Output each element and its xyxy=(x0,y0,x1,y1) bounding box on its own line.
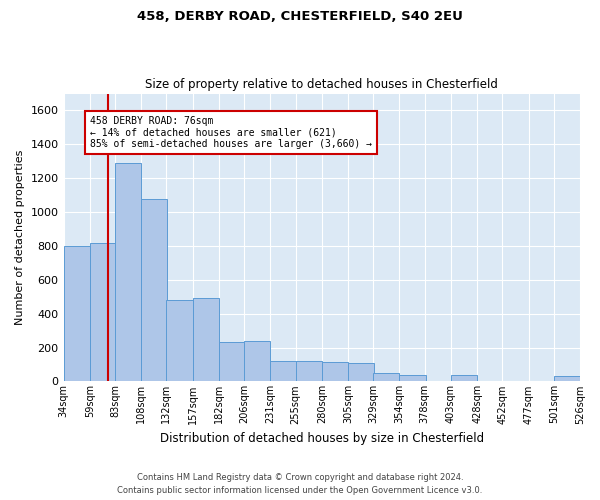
Bar xyxy=(90,242,116,382)
Title: Size of property relative to detached houses in Chesterfield: Size of property relative to detached ho… xyxy=(145,78,498,91)
Bar xyxy=(141,198,167,382)
Bar xyxy=(219,342,245,382)
Bar xyxy=(400,376,425,382)
Text: 458 DERBY ROAD: 76sqm
← 14% of detached houses are smaller (621)
85% of semi-det: 458 DERBY ROAD: 76sqm ← 14% of detached … xyxy=(90,116,372,149)
Bar xyxy=(451,376,477,382)
X-axis label: Distribution of detached houses by size in Chesterfield: Distribution of detached houses by size … xyxy=(160,432,484,445)
Bar xyxy=(348,363,374,382)
Bar xyxy=(193,298,219,382)
Bar xyxy=(296,361,322,382)
Bar xyxy=(554,376,580,382)
Bar xyxy=(244,341,271,382)
Bar xyxy=(115,163,141,382)
Bar xyxy=(322,362,348,382)
Bar xyxy=(373,373,400,382)
Text: Contains HM Land Registry data © Crown copyright and database right 2024.
Contai: Contains HM Land Registry data © Crown c… xyxy=(118,474,482,495)
Bar xyxy=(166,300,193,382)
Bar xyxy=(64,246,90,382)
Bar xyxy=(271,361,296,382)
Text: 458, DERBY ROAD, CHESTERFIELD, S40 2EU: 458, DERBY ROAD, CHESTERFIELD, S40 2EU xyxy=(137,10,463,23)
Y-axis label: Number of detached properties: Number of detached properties xyxy=(15,150,25,325)
